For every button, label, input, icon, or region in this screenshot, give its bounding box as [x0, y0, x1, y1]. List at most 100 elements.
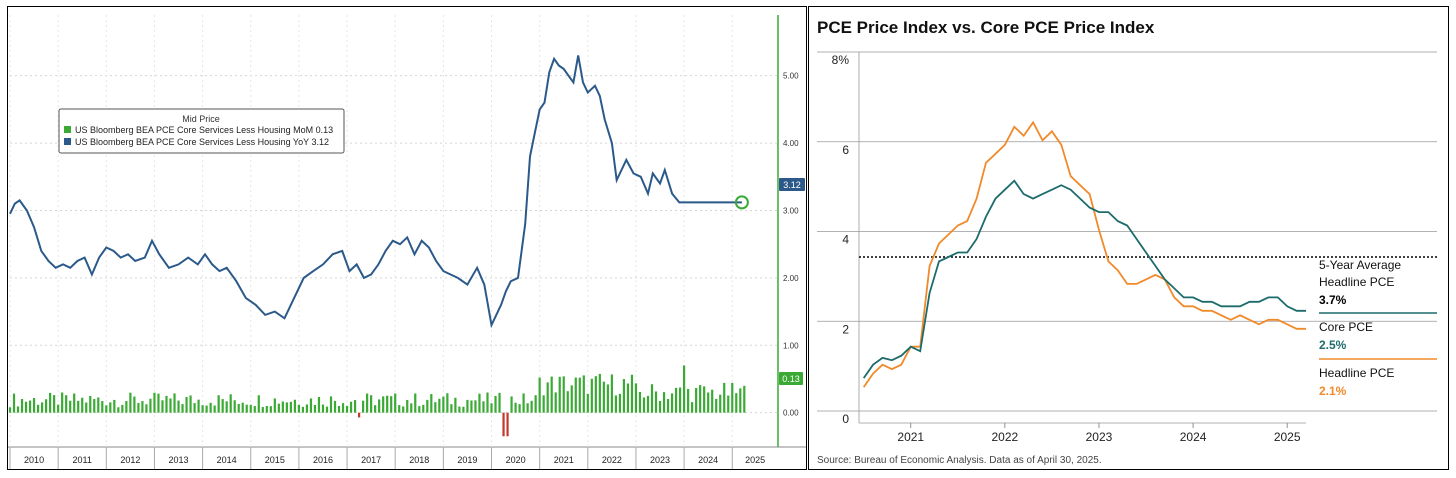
- mom-bar: [530, 400, 533, 413]
- mom-bar: [394, 393, 397, 413]
- mom-bars: [8, 365, 746, 437]
- mom-bar: [486, 392, 489, 413]
- mom-bar: [422, 404, 425, 413]
- mom-bar: [333, 400, 337, 413]
- mom-bar: [510, 396, 513, 413]
- mom-bar: [205, 405, 208, 413]
- mom-bar: [478, 393, 481, 413]
- right-y-tick: 8%: [832, 53, 850, 67]
- mom-bar: [309, 398, 313, 413]
- mom-bar: [574, 377, 577, 413]
- left-x-tick-2018: 2018: [409, 455, 429, 465]
- mom-bar: [630, 374, 634, 413]
- headline-annotation: Headline PCE 2.1%: [1319, 366, 1394, 398]
- mom-bar: [213, 405, 216, 413]
- left-y-tick: 1.00: [783, 341, 799, 350]
- mom-bar: [534, 395, 537, 413]
- mom-bar: [81, 397, 84, 413]
- mom-bar: [57, 404, 60, 413]
- mom-bar: [36, 404, 40, 413]
- mom-bar: [566, 391, 569, 413]
- right-gridlines: [817, 51, 1437, 428]
- mom-bar: [494, 395, 497, 413]
- mom-bar: [233, 400, 236, 413]
- mom-bar: [24, 401, 28, 413]
- mom-bar: [526, 403, 529, 413]
- mom-bar: [8, 407, 12, 413]
- right-x-tick-2023: 2023: [1086, 430, 1113, 444]
- mom-bar: [594, 376, 597, 413]
- left-x-tick-2022: 2022: [602, 455, 622, 465]
- mom-bar: [153, 392, 156, 413]
- mom-bar: [606, 384, 609, 413]
- mom-bar: [410, 403, 413, 413]
- legend-swatch-mom: [64, 126, 71, 133]
- mom-bar: [181, 404, 184, 413]
- mom-bar: [442, 396, 445, 413]
- mom-bar: [249, 404, 252, 413]
- mom-bar: [357, 412, 361, 418]
- left-x-tick-2013: 2013: [169, 455, 189, 465]
- mom-bar: [538, 377, 541, 413]
- mom-bar: [109, 402, 112, 413]
- mom-bar: [542, 395, 545, 413]
- mom-bar: [41, 402, 44, 413]
- mom-bar: [578, 377, 581, 413]
- mom-bar: [518, 404, 521, 413]
- right-y-tick: 0: [842, 412, 849, 426]
- mom-bar: [45, 399, 48, 413]
- mom-bar: [374, 405, 377, 413]
- avg-label-line2: Headline PCE: [1319, 275, 1394, 289]
- left-x-tick-2014: 2014: [217, 455, 237, 465]
- avg-annotation: 5-Year Average Headline PCE 3.7%: [1319, 258, 1401, 307]
- mom-bar: [265, 405, 268, 413]
- mom-bar: [305, 404, 309, 413]
- legend-title: Mid Price: [182, 114, 220, 124]
- mom-bar: [662, 392, 666, 413]
- mom-bar: [406, 400, 409, 413]
- mom-bar: [642, 397, 646, 413]
- mom-bar: [691, 402, 694, 413]
- mom-bar: [438, 398, 441, 413]
- mom-bar: [502, 412, 505, 437]
- mom-bar: [474, 400, 477, 413]
- mom-bar: [546, 382, 549, 413]
- mom-bar: [634, 383, 638, 413]
- mom-bar: [297, 404, 301, 413]
- mom-bar: [590, 378, 593, 413]
- mom-bar: [707, 392, 710, 413]
- mom-bar: [715, 398, 718, 413]
- yoy-value-badge: 3.12: [779, 178, 805, 191]
- legend-item-mom: US Bloomberg BEA PCE Core Services Less …: [75, 125, 333, 135]
- left-x-tick-2020: 2020: [506, 455, 526, 465]
- mom-bar: [49, 392, 52, 413]
- mom-bar: [277, 403, 280, 413]
- mom-bar: [610, 374, 613, 413]
- mom-bar: [554, 392, 557, 413]
- mom-bar: [20, 398, 24, 413]
- mom-bar: [145, 404, 148, 413]
- avg-label-line1: 5-Year Average: [1319, 258, 1401, 272]
- mom-bar: [133, 396, 136, 413]
- mom-bar: [602, 381, 605, 413]
- bloomberg-chart-panel: 5.00 4.00 3.00 2.00 1.00 0.00 2010 2011 2012 201…: [7, 6, 807, 470]
- left-x-tick-2015: 2015: [265, 455, 285, 465]
- mom-bar: [113, 399, 116, 413]
- mom-bar: [65, 395, 68, 413]
- mom-bar: [402, 406, 405, 413]
- left-x-tick-2011: 2011: [73, 455, 92, 465]
- mom-bar: [12, 393, 16, 413]
- mom-bar: [382, 396, 385, 413]
- mom-bar: [687, 388, 690, 413]
- mom-bar: [165, 395, 168, 413]
- mom-bar: [32, 397, 36, 413]
- mom-bar: [321, 404, 325, 413]
- mom-bar: [253, 406, 256, 413]
- mom-bar: [558, 376, 561, 413]
- mom-bar: [418, 406, 421, 413]
- mom-bar: [193, 403, 196, 413]
- mom-bar: [514, 402, 517, 413]
- right-y-axis: 8% 6 4 2 0: [832, 53, 850, 426]
- mom-bar: [129, 392, 132, 413]
- mom-bar: [430, 394, 433, 413]
